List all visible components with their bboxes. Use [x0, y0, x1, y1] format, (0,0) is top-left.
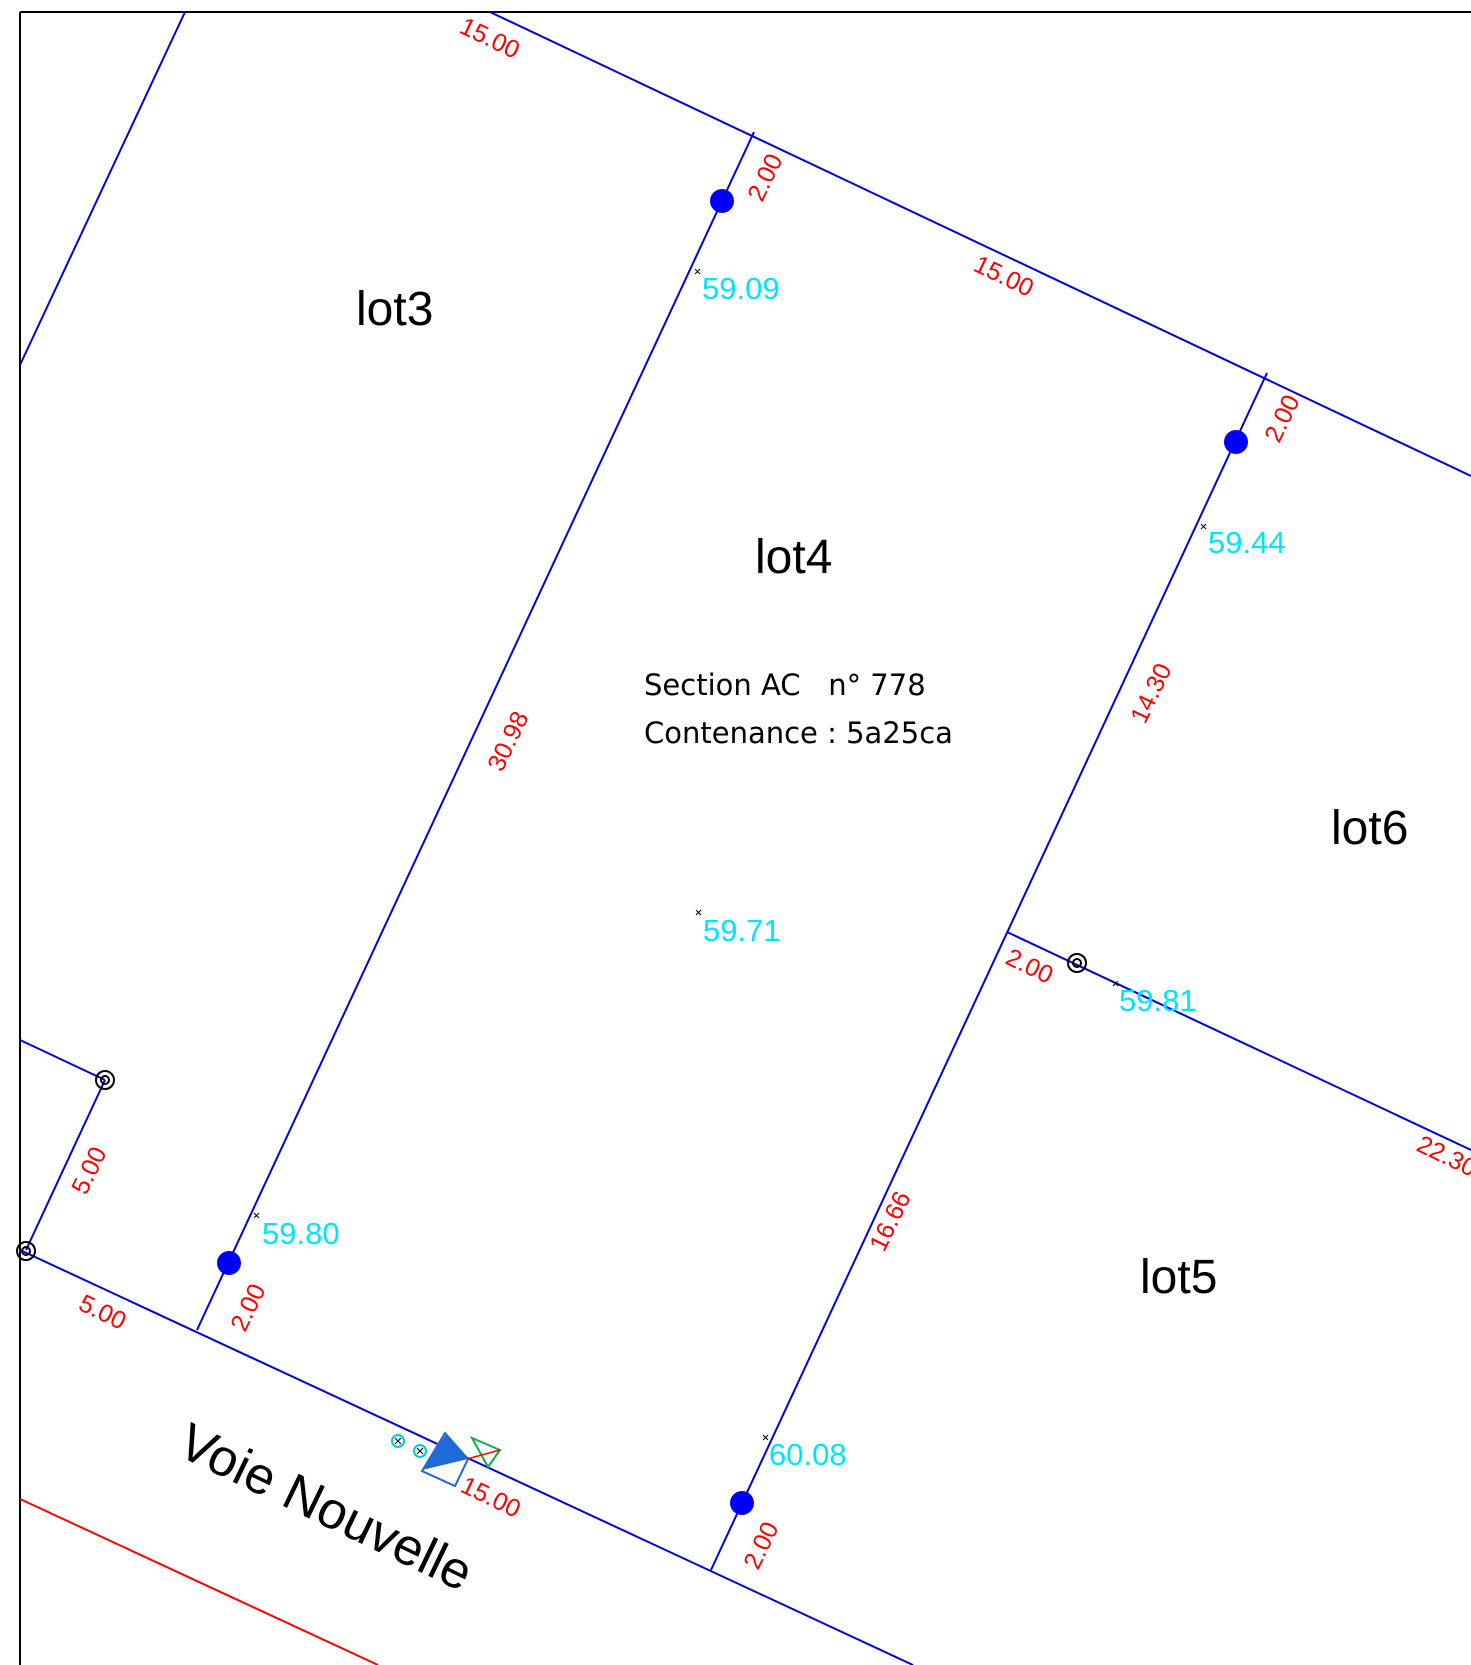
map-frame — [19, 11, 1471, 1665]
boundary-lot5-lot6 — [1006, 931, 1471, 1151]
altitude-label: 60.08 — [769, 1437, 847, 1472]
boundary-north-edge — [489, 11, 1471, 477]
road-name-label: Voie Nouvelle — [170, 1413, 482, 1603]
survey-point-icon — [1224, 430, 1248, 454]
boundary-small-side — [25, 1079, 106, 1251]
dimension-label: 2.00 — [738, 1518, 784, 1574]
survey-point-icon — [710, 189, 734, 213]
altitude-label: 59.81 — [1119, 983, 1197, 1018]
boundary-marker-icon — [95, 1070, 115, 1090]
boundary-markers — [16, 953, 1087, 1261]
station-center-icon — [394, 1437, 424, 1455]
lot-label-lot6: lot6 — [1331, 802, 1408, 855]
dimension-label: 2.00 — [1001, 943, 1057, 989]
altitude-point-marks — [253, 268, 1207, 1441]
altitude-label: 59.80 — [262, 1216, 340, 1251]
dimension-label: 2.00 — [1259, 391, 1305, 447]
dimension-label: 2.00 — [742, 150, 788, 206]
station-symbol — [391, 1431, 502, 1488]
dimension-label: 15.00 — [455, 12, 524, 64]
station-marker-icon — [391, 1434, 427, 1458]
boundary-lot3-lot4 — [196, 131, 755, 1331]
parcel-boundaries — [19, 11, 1471, 1665]
lot-label-lot3: lot3 — [356, 283, 433, 336]
boundary-marker-icon — [1067, 953, 1087, 973]
parcel-area: Contenance : 5a25ca — [644, 716, 953, 750]
boundary-small-angle — [19, 1039, 106, 1081]
altitude-mark-icon — [694, 268, 701, 275]
dimension-label: 5.00 — [66, 1143, 112, 1199]
dimension-label: 5.00 — [74, 1289, 130, 1335]
parcel-section-number: Section AC n° 778 — [644, 668, 926, 702]
station-flag-icon — [469, 1435, 502, 1469]
road-axis-line — [19, 1498, 379, 1665]
altitude-mark-icon — [1200, 523, 1207, 530]
altitude-label: 59.71 — [703, 913, 781, 948]
survey-points — [217, 189, 1248, 1515]
dimension-label: 30.98 — [482, 707, 534, 776]
boundary-marker-icon — [16, 1241, 36, 1261]
boundary-lot3-west — [19, 11, 186, 366]
lot-label-lot4: lot4 — [755, 531, 832, 584]
north-arrow-icon — [422, 1434, 468, 1470]
altitude-mark-icon — [1112, 980, 1119, 987]
survey-point-icon — [730, 1491, 754, 1515]
lot-label-lot5: lot5 — [1140, 1251, 1217, 1304]
dimension-label: 22.30 — [1412, 1130, 1471, 1182]
dimension-label: 14.30 — [1125, 659, 1177, 728]
altitude-label: 59.44 — [1208, 525, 1286, 560]
dimension-label: 15.00 — [969, 250, 1038, 302]
altitude-label: 59.09 — [702, 271, 780, 306]
survey-point-icon — [217, 1251, 241, 1275]
boundary-lot4-east — [710, 372, 1268, 1571]
altitude-mark-icon — [253, 1212, 260, 1219]
altitude-mark-icon — [762, 1434, 769, 1441]
dimension-label: 2.00 — [225, 1280, 271, 1336]
altitude-mark-icon — [695, 909, 702, 916]
station-flag-line — [466, 1449, 501, 1460]
